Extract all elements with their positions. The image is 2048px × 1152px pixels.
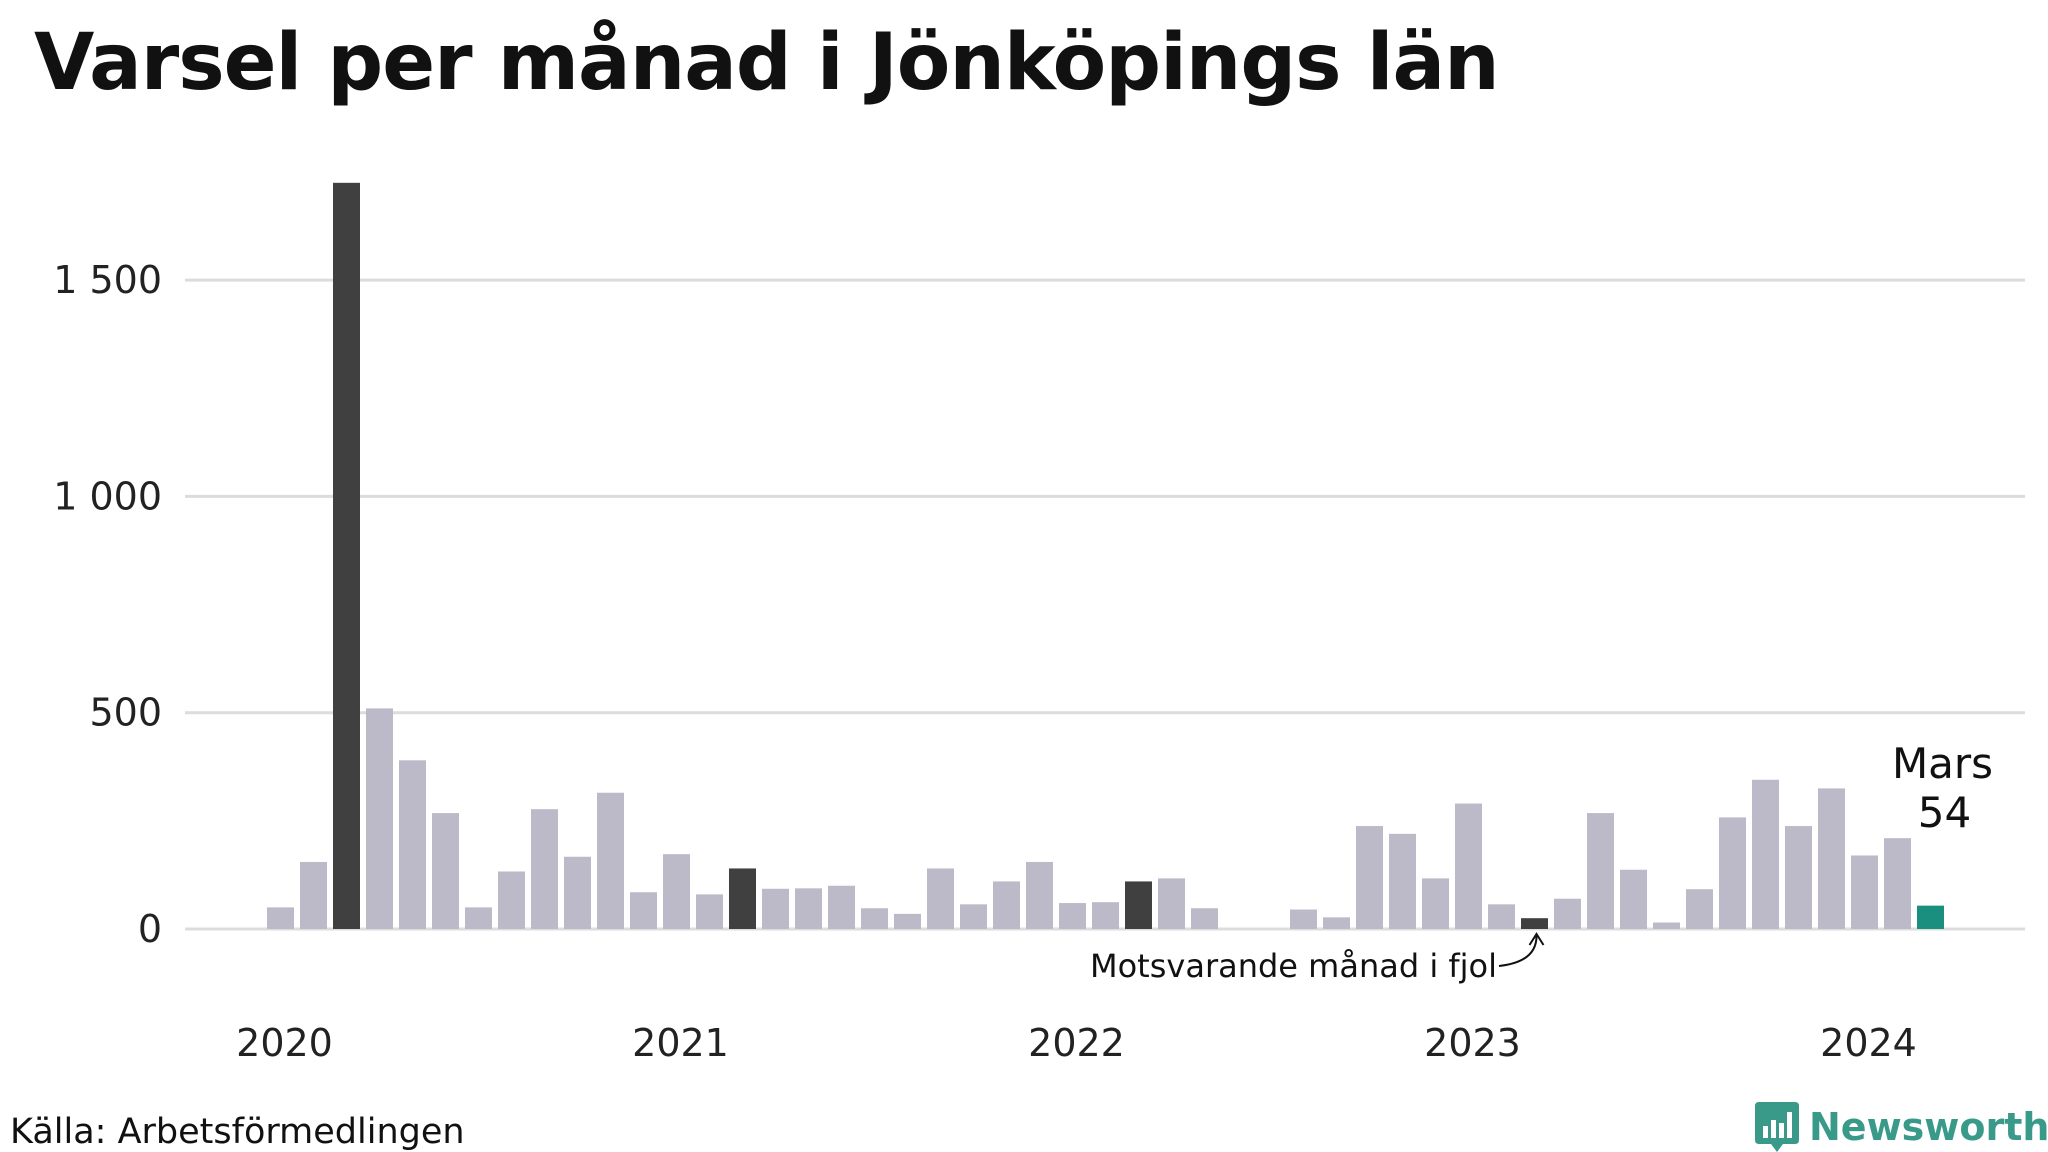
bar (1620, 869, 1647, 929)
bar (597, 792, 624, 929)
bar (1884, 838, 1911, 929)
bar (1323, 917, 1350, 929)
bar (1389, 833, 1416, 929)
bar (564, 856, 591, 929)
bar (1026, 861, 1053, 929)
bar (1059, 903, 1086, 929)
bar (1818, 788, 1845, 929)
y-tick-label: 1 000 (53, 474, 162, 518)
x-axis-tick-labels: 2020 2021 2022 2023 2024 (236, 1021, 1917, 1065)
source-text: Källa: Arbetsförmedlingen (10, 1112, 465, 1152)
current-month-label: Mars (1892, 739, 1993, 788)
bar (861, 908, 888, 929)
bar (531, 809, 558, 929)
bar (1917, 905, 1944, 929)
bar (1752, 779, 1779, 929)
bar (1785, 826, 1812, 929)
bar (729, 868, 756, 929)
bar (1554, 898, 1581, 929)
newsworthy-logo-icon (1755, 1102, 1799, 1152)
brand-name: Newsworthy (1809, 1105, 2048, 1149)
bars (267, 182, 1944, 930)
bar (1290, 909, 1317, 929)
bar (1422, 878, 1449, 929)
bar (1587, 813, 1614, 929)
grid-lines (185, 278, 2025, 931)
x-tick-label: 2021 (632, 1021, 729, 1065)
bar (300, 861, 327, 929)
bar (1158, 878, 1185, 929)
bar (762, 888, 789, 929)
bar (630, 892, 657, 929)
bar (1719, 817, 1746, 929)
bar (1488, 904, 1515, 929)
bar (795, 888, 822, 929)
same-month-label: Motsvarande månad i fjol (1090, 947, 1497, 985)
bar (1653, 922, 1680, 929)
bar (366, 708, 393, 929)
x-tick-label: 2024 (1820, 1021, 1917, 1065)
bar (1356, 826, 1383, 929)
bar (267, 907, 294, 929)
x-tick-label: 2020 (236, 1021, 333, 1065)
bar (663, 854, 690, 929)
y-tick-label: 500 (89, 691, 162, 735)
annotation-arrow-head (1528, 932, 1545, 946)
bar (1851, 855, 1878, 929)
y-axis-tick-labels: 0 500 1 000 1 500 (53, 258, 162, 951)
bar (1455, 803, 1482, 929)
bar (1092, 902, 1119, 929)
bar (1191, 908, 1218, 929)
bar (333, 182, 360, 930)
bar (1686, 889, 1713, 929)
bar (993, 881, 1020, 929)
current-value-label: 54 (1918, 788, 1971, 837)
y-tick-label: 1 500 (53, 258, 162, 302)
y-tick-label: 0 (138, 907, 162, 951)
x-tick-label: 2023 (1424, 1021, 1521, 1065)
bar (1521, 918, 1548, 929)
bar (432, 813, 459, 929)
x-tick-label: 2022 (1028, 1021, 1125, 1065)
bar (696, 894, 723, 929)
bar (465, 907, 492, 929)
bar (399, 760, 426, 929)
bar (927, 868, 954, 929)
bar (828, 885, 855, 929)
bar (960, 904, 987, 929)
annotation-arrow-line (1498, 935, 1538, 967)
chart-title: Varsel per månad i Jönköpings län (34, 18, 1500, 108)
bar (894, 913, 921, 929)
bar (1125, 881, 1152, 929)
bar (498, 871, 525, 929)
brand-logo[interactable]: Newsworthy (1755, 1102, 2048, 1152)
